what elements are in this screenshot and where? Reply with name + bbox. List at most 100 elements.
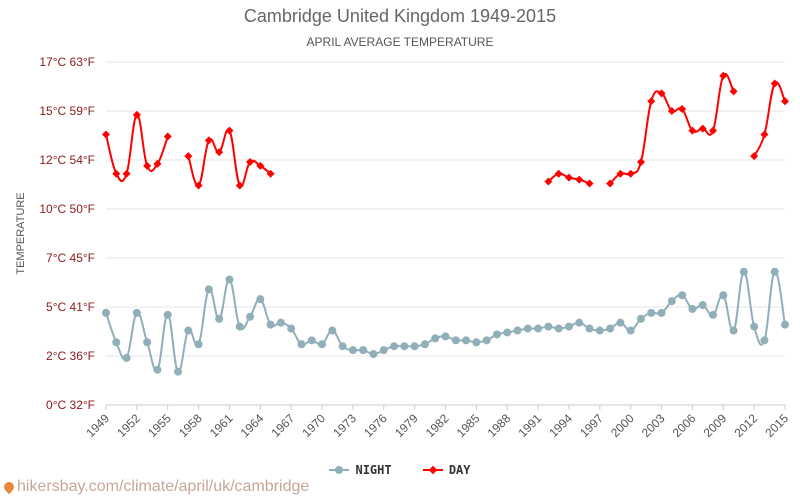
data-point-night [276, 318, 285, 327]
data-point-day [143, 161, 152, 170]
x-tick-label: 1988 [485, 411, 514, 440]
data-point-night [379, 346, 388, 355]
data-point-day [719, 71, 728, 80]
data-point-night [606, 324, 615, 333]
data-point-night [194, 340, 203, 349]
x-tick-label: 1958 [176, 411, 205, 440]
x-tick-label: 1970 [299, 411, 328, 440]
data-point-night [472, 338, 481, 347]
x-tick-label: 1997 [577, 411, 606, 440]
x-tick-label: 1994 [546, 411, 575, 440]
data-point-night [544, 322, 553, 331]
data-point-day [564, 173, 573, 182]
data-point-night [523, 324, 532, 333]
data-point-day [770, 79, 779, 88]
data-point-night [595, 326, 604, 335]
data-point-day [256, 161, 265, 170]
data-point-day [266, 169, 275, 178]
x-tick-label: 2015 [762, 411, 791, 440]
data-point-day [708, 126, 717, 135]
data-point-day [585, 179, 594, 188]
x-tick-label: 1967 [269, 411, 298, 440]
x-tick-label: 1964 [238, 411, 267, 440]
data-point-night [719, 291, 728, 300]
data-point-night [215, 314, 224, 323]
data-point-night [667, 297, 676, 306]
data-point-day [698, 124, 707, 133]
y-tick-label: 2°C 36°F [46, 349, 95, 363]
data-point-night [564, 322, 573, 331]
data-point-day [204, 136, 213, 145]
data-point-night [441, 332, 450, 341]
data-point-night [338, 342, 347, 351]
y-tick-label: 12°C 54°F [39, 153, 95, 167]
data-point-night [410, 342, 419, 351]
data-point-night [163, 310, 172, 319]
data-point-night [585, 324, 594, 333]
data-point-night [626, 326, 635, 335]
x-tick-label: 2003 [639, 411, 668, 440]
series-night [102, 267, 789, 376]
data-point-night [492, 330, 501, 339]
x-tick-label: 1985 [454, 411, 483, 440]
x-tick-label: 2000 [608, 411, 637, 440]
data-point-night [482, 336, 491, 345]
data-point-night [143, 338, 152, 347]
x-tick-label: 1952 [114, 411, 143, 440]
data-point-night [534, 324, 543, 333]
data-point-day [575, 175, 584, 184]
data-point-day [153, 159, 162, 168]
data-point-day [729, 87, 738, 96]
y-axis-title: TEMPERATURE [15, 192, 27, 274]
data-point-day [606, 179, 615, 188]
x-tick-label: 1991 [515, 411, 544, 440]
data-point-night [297, 340, 306, 349]
data-point-night [204, 285, 213, 294]
x-tick-label: 1982 [423, 411, 452, 440]
legend-item-night[interactable]: NIGHT [329, 463, 392, 477]
source-link[interactable]: hikersbay.com/climate/april/uk/cambridge [1, 478, 310, 496]
data-point-night [112, 338, 121, 347]
data-point-day [163, 132, 172, 141]
legend-swatch-day [422, 465, 443, 475]
data-point-night [678, 291, 687, 300]
data-point-night [174, 367, 183, 376]
data-point-day [647, 97, 656, 106]
data-point-night [184, 326, 193, 335]
data-point-day [657, 89, 666, 98]
y-tick-label: 15°C 59°F [39, 104, 95, 118]
y-tick-label: 0°C 32°F [46, 398, 95, 412]
y-tick-label: 17°C 63°F [39, 55, 95, 69]
data-point-day [688, 126, 697, 135]
data-point-night [647, 308, 656, 317]
data-point-night [390, 342, 399, 351]
data-point-day [760, 130, 769, 139]
data-point-night [739, 267, 748, 276]
legend-swatch-night [329, 465, 350, 475]
x-tick-label: 2006 [670, 411, 699, 440]
data-point-night [760, 336, 769, 345]
x-tick-label: 2009 [701, 411, 730, 440]
legend-item-day[interactable]: DAY [422, 463, 471, 477]
data-point-night [420, 340, 429, 349]
data-point-night [750, 322, 759, 331]
data-point-night [225, 275, 234, 284]
data-point-night [307, 336, 316, 345]
data-point-day [215, 148, 224, 157]
x-tick-label: 1961 [207, 411, 236, 440]
source-text: hikersbay.com/climate/april/uk/cambridge [17, 478, 310, 495]
data-point-night [698, 301, 707, 310]
data-point-night [256, 295, 265, 304]
data-point-night [708, 310, 717, 319]
data-point-night [132, 308, 141, 317]
data-point-night [431, 334, 440, 343]
x-tick-label: 1949 [83, 411, 112, 440]
data-point-night [462, 336, 471, 345]
legend-marker-night [335, 466, 344, 474]
data-point-night [246, 312, 255, 321]
data-point-day [225, 126, 234, 135]
data-point-night [554, 324, 563, 333]
data-point-night [400, 342, 409, 351]
data-point-day [616, 169, 625, 178]
